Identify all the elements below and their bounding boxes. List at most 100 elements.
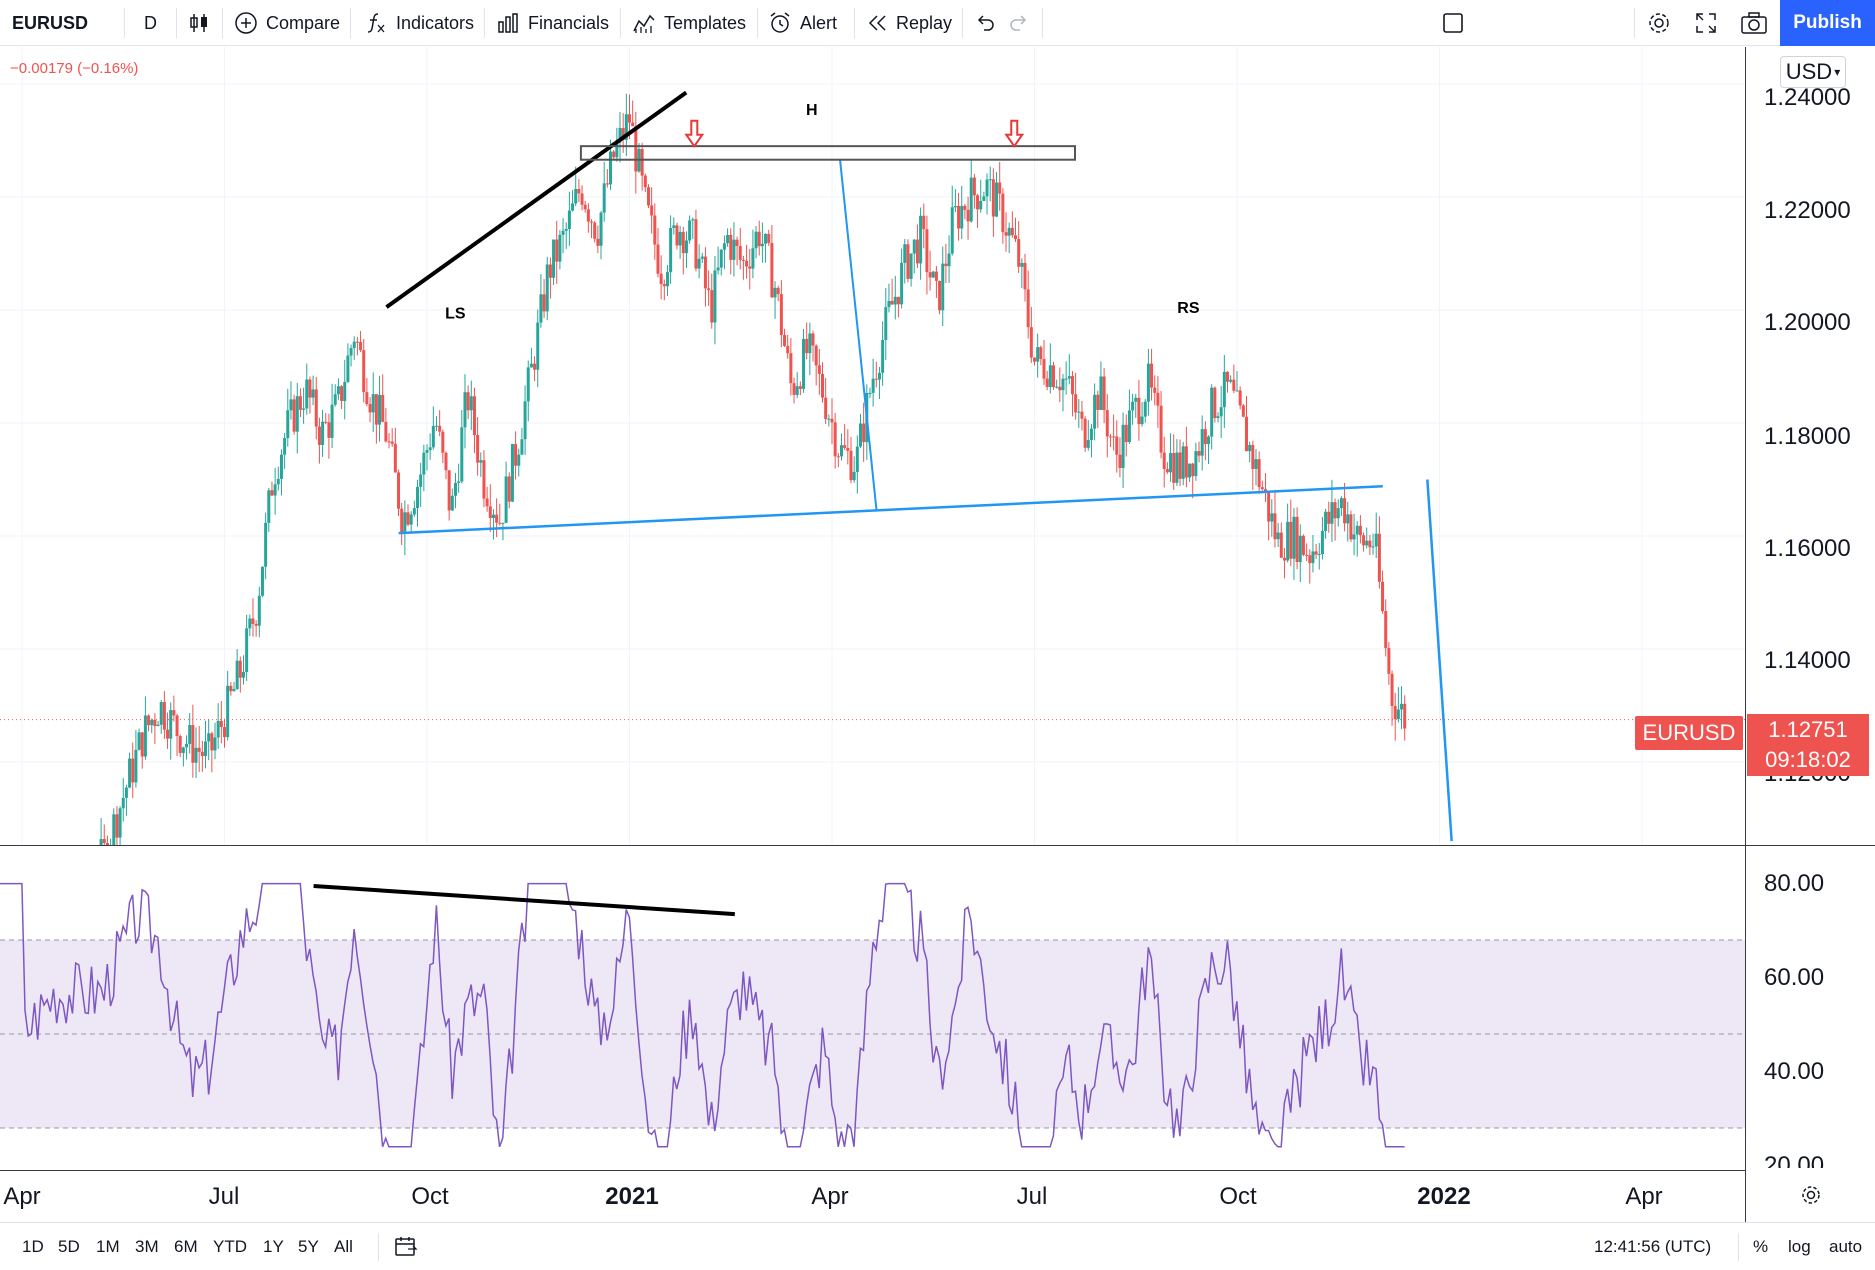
- alert-button[interactable]: Alert: [768, 0, 837, 46]
- range-1m[interactable]: 1M: [96, 1237, 120, 1256]
- candle-up: [510, 443, 514, 503]
- range-all[interactable]: All: [334, 1237, 353, 1256]
- candle-up: [858, 413, 862, 449]
- candle-down: [786, 334, 790, 359]
- candle-body: [381, 394, 385, 422]
- auto-toggle[interactable]: auto: [1829, 1237, 1863, 1256]
- settings-button[interactable]: [1646, 0, 1672, 46]
- candle-up: [903, 238, 907, 284]
- candle-up: [684, 231, 688, 268]
- camera-icon: [1741, 12, 1767, 34]
- candle-down: [659, 255, 663, 300]
- chart-type-button[interactable]: [188, 0, 210, 46]
- candle-body: [188, 725, 192, 744]
- time-axis[interactable]: Apr Jul Oct 2021 Apr Jul Oct 2022 Apr: [0, 1170, 1745, 1222]
- candle-down: [710, 273, 714, 329]
- range-1d[interactable]: 1D: [22, 1237, 44, 1256]
- candle-up: [602, 161, 606, 222]
- indicators-button[interactable]: Indicators: [364, 0, 474, 46]
- candle-down: [441, 429, 445, 464]
- candle-down: [643, 173, 647, 193]
- time-tick: Apr: [1625, 1183, 1663, 1210]
- candle-body: [1311, 551, 1315, 564]
- interval-button[interactable]: D: [144, 0, 157, 46]
- price-chart-canvas[interactable]: LS H RS: [0, 47, 1745, 979]
- candle-body: [1058, 386, 1062, 391]
- redo-button[interactable]: [1008, 0, 1030, 46]
- candle-down: [1387, 642, 1391, 685]
- candle-up: [558, 230, 562, 270]
- range-6m[interactable]: 6M: [174, 1237, 198, 1256]
- rsi-canvas[interactable]: [0, 846, 1745, 1169]
- candle-up: [124, 784, 128, 816]
- fullscreen-button[interactable]: [1694, 0, 1718, 46]
- templates-button[interactable]: Templates: [632, 0, 746, 46]
- candle-down: [662, 279, 666, 301]
- candle-body: [1355, 525, 1359, 535]
- candle-body: [1137, 397, 1141, 425]
- candle-body: [495, 514, 499, 523]
- candle-up: [1222, 354, 1226, 428]
- log-toggle[interactable]: log: [1788, 1237, 1811, 1256]
- publish-button[interactable]: Publish: [1780, 0, 1875, 46]
- financials-button[interactable]: Financials: [496, 0, 609, 46]
- layout-button[interactable]: [1441, 0, 1465, 46]
- candle-body: [874, 378, 878, 380]
- candle-up: [333, 384, 337, 407]
- candle-down: [1108, 434, 1112, 447]
- goto-date-button[interactable]: [394, 1235, 418, 1262]
- candle-down: [1377, 516, 1381, 589]
- candle-down: [915, 224, 919, 269]
- candle-body: [223, 727, 226, 738]
- candle-down: [1105, 394, 1109, 458]
- label-head: H: [806, 102, 818, 119]
- candle-body: [567, 210, 571, 230]
- candle-down: [1368, 534, 1372, 556]
- candle-up: [118, 806, 122, 860]
- candle-body: [811, 333, 815, 346]
- range-5d[interactable]: 5D: [58, 1237, 80, 1256]
- candle-up: [960, 185, 964, 240]
- candle-up: [1210, 384, 1214, 450]
- candle-body: [1112, 436, 1116, 438]
- range-3m[interactable]: 3M: [135, 1237, 159, 1256]
- candle-up: [1143, 398, 1147, 423]
- candle-body: [131, 758, 135, 783]
- rsi-scale[interactable]: 80.00 60.00 40.00 20.00: [1746, 846, 1875, 1169]
- candle-up: [213, 722, 217, 760]
- candle-body: [362, 350, 366, 393]
- currency-selector[interactable]: USD ▾: [1780, 56, 1846, 88]
- undo-button[interactable]: [974, 0, 996, 46]
- compare-button[interactable]: Compare: [234, 0, 340, 46]
- price-chart-pane[interactable]: LS H RS: [0, 47, 1745, 979]
- candle-down: [1314, 543, 1318, 559]
- symbol-search-button[interactable]: EURUSD: [12, 0, 88, 46]
- candle-body: [1210, 387, 1214, 437]
- candle-body: [517, 454, 521, 466]
- candle-body: [384, 421, 388, 442]
- candle-body: [843, 445, 847, 448]
- replay-button[interactable]: Replay: [866, 0, 952, 46]
- percent-toggle[interactable]: %: [1753, 1237, 1769, 1256]
- candle-up: [719, 249, 723, 276]
- pane-divider[interactable]: [0, 845, 1875, 846]
- snapshot-button[interactable]: [1740, 0, 1768, 46]
- rsi-pane[interactable]: [0, 846, 1745, 1169]
- range-ytd[interactable]: YTD: [213, 1237, 247, 1256]
- candle-up: [1175, 439, 1179, 486]
- range-1y[interactable]: 1Y: [263, 1237, 284, 1256]
- candle-up: [969, 159, 973, 223]
- down-arrow-icon: [684, 119, 705, 148]
- candle-down: [694, 209, 698, 272]
- candle-body: [169, 710, 173, 739]
- candle-body: [672, 225, 676, 228]
- candle-body: [365, 392, 369, 405]
- candle-body: [868, 392, 872, 394]
- candle-body: [491, 514, 495, 518]
- candle-down: [1238, 386, 1242, 410]
- candle-body: [577, 188, 581, 194]
- range-5y[interactable]: 5Y: [298, 1237, 319, 1256]
- clock-label[interactable]: 12:41:56 (UTC): [1594, 1237, 1712, 1256]
- axis-settings-button[interactable]: [1800, 1184, 1822, 1213]
- candle-body: [881, 339, 885, 373]
